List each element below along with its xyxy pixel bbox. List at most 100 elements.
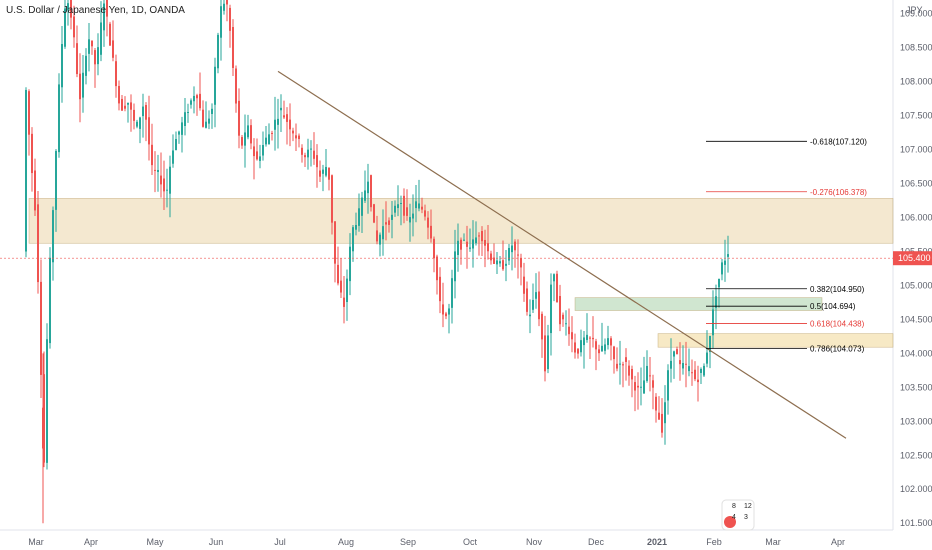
candle-body bbox=[247, 125, 249, 138]
candle-body bbox=[85, 55, 87, 76]
candle-body bbox=[436, 256, 438, 281]
candle-body bbox=[319, 170, 321, 177]
candle-body bbox=[226, 0, 228, 5]
candle-body bbox=[718, 278, 720, 288]
candle-body bbox=[268, 134, 270, 145]
fib-level-label: -0.276(106.378) bbox=[810, 188, 867, 197]
candle-body bbox=[274, 119, 276, 130]
candle-body bbox=[379, 234, 381, 245]
candle-body bbox=[322, 169, 324, 174]
candle-body bbox=[265, 137, 267, 145]
candle-body bbox=[715, 296, 717, 308]
x-tick-label: Dec bbox=[588, 537, 605, 547]
candle-body bbox=[553, 274, 555, 282]
candle-body bbox=[157, 169, 159, 172]
trendline bbox=[277, 70, 847, 439]
candle-body bbox=[385, 222, 387, 225]
candle-body bbox=[220, 6, 222, 38]
last-price-badge bbox=[893, 251, 932, 266]
candle-body bbox=[646, 365, 648, 381]
candle-body bbox=[256, 151, 258, 160]
candle-body bbox=[202, 109, 204, 127]
candle-body bbox=[697, 379, 699, 383]
candle-body bbox=[373, 204, 375, 223]
candle-body bbox=[46, 339, 48, 463]
candle-body bbox=[601, 345, 603, 352]
candle-body bbox=[466, 241, 468, 247]
candle-body bbox=[418, 203, 420, 209]
candle-body bbox=[49, 257, 51, 344]
candle-body bbox=[478, 235, 480, 237]
candle-body bbox=[409, 217, 411, 223]
candle-body bbox=[538, 291, 540, 320]
candle-body bbox=[229, 7, 231, 31]
x-tick-label: Mar bbox=[765, 537, 781, 547]
candle-body bbox=[145, 105, 147, 120]
x-tick-label: Apr bbox=[84, 537, 98, 547]
candle-body bbox=[655, 396, 657, 411]
candle-body bbox=[310, 148, 312, 150]
candle-body bbox=[394, 205, 396, 213]
candles-group bbox=[25, 0, 729, 524]
candle-body bbox=[106, 0, 108, 17]
x-tick-label: Sep bbox=[400, 537, 416, 547]
candle-body bbox=[505, 263, 507, 266]
candle-body bbox=[688, 366, 690, 372]
chart-title: U.S. Dollar / Japanese Yen, 1D, OANDA bbox=[6, 5, 185, 16]
candle-body bbox=[517, 254, 519, 256]
candle-body bbox=[148, 117, 150, 145]
candle-body bbox=[415, 201, 417, 209]
candle-body bbox=[277, 118, 279, 125]
fib-level-label: 0.5(104.694) bbox=[810, 302, 856, 311]
x-tick-label: Jun bbox=[209, 537, 224, 547]
candle-body bbox=[562, 314, 564, 320]
candle-body bbox=[613, 346, 615, 360]
candle-body bbox=[136, 121, 138, 127]
candle-body bbox=[670, 360, 672, 369]
candle-body bbox=[421, 206, 423, 210]
candle-body bbox=[727, 254, 729, 257]
y-tick-label: 102.000 bbox=[900, 484, 932, 494]
candle-body bbox=[358, 208, 360, 226]
candle-body bbox=[292, 130, 294, 134]
candle-body bbox=[361, 197, 363, 216]
candle-body bbox=[73, 16, 75, 38]
candle-body bbox=[64, 8, 66, 47]
candle-body bbox=[490, 253, 492, 261]
candle-body bbox=[325, 166, 327, 176]
candle-body bbox=[253, 146, 255, 157]
candle-body bbox=[724, 260, 726, 265]
candle-body bbox=[349, 246, 351, 282]
candle-body bbox=[340, 280, 342, 293]
x-tick-label: Nov bbox=[526, 537, 543, 547]
y-tick-label: 107.000 bbox=[900, 144, 932, 154]
candle-body bbox=[208, 118, 210, 124]
fib-green-zone bbox=[574, 297, 823, 311]
candle-body bbox=[238, 100, 240, 136]
candle-body bbox=[586, 334, 588, 340]
candle-body bbox=[316, 155, 318, 168]
candle-body bbox=[610, 338, 612, 346]
candle-body bbox=[502, 260, 504, 270]
candle-body bbox=[526, 288, 528, 312]
candle-body bbox=[457, 240, 459, 256]
candle-body bbox=[706, 352, 708, 364]
candle-body bbox=[370, 175, 372, 208]
candle-body bbox=[568, 326, 570, 335]
candle-body bbox=[703, 365, 705, 376]
candle-body bbox=[118, 85, 120, 104]
candle-body bbox=[103, 3, 105, 31]
candle-body bbox=[223, 3, 225, 11]
candle-body bbox=[691, 372, 693, 374]
y-tick-label: 101.500 bbox=[900, 518, 932, 528]
candle-body bbox=[571, 332, 573, 340]
candle-body bbox=[364, 190, 366, 201]
candle-body bbox=[607, 338, 609, 346]
candle-body bbox=[556, 273, 558, 303]
candle-body bbox=[604, 344, 606, 351]
candle-body bbox=[31, 133, 33, 174]
candle-body bbox=[193, 95, 195, 102]
y-tick-label: 109.000 bbox=[900, 9, 932, 19]
last-price-value: 105.400 bbox=[898, 253, 931, 263]
